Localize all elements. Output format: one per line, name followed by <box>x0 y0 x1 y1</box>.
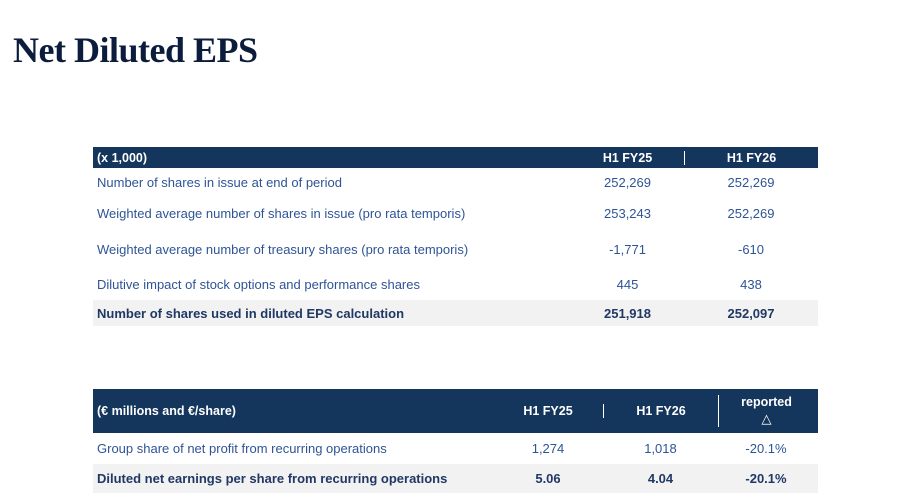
eps-table-header: (€ millions and €/share) H1 FY25 H1 FY26… <box>93 389 818 433</box>
row-value-h1fy26: 252,269 <box>727 205 775 221</box>
row-value-h1fy25: 252,269 <box>604 174 651 190</box>
row-label: Dilutive impact of stock options and per… <box>97 276 420 292</box>
table-total-row: Diluted net earnings per share from recu… <box>93 464 818 493</box>
shares-table: (x 1,000) H1 FY25 H1 FY26 Number of shar… <box>93 147 818 326</box>
row-value-h1fy25: -1,771 <box>609 241 646 257</box>
delta-triangle-icon: △ <box>761 410 772 426</box>
page-title: Net Diluted EPS <box>13 30 258 70</box>
row-value-h1fy25: 5.06 <box>535 471 561 486</box>
eps-table-col-h1fy26: H1 FY26 <box>603 404 718 418</box>
table-row: Weighted average number of treasury shar… <box>93 230 818 268</box>
row-value-h1fy26: -610 <box>737 241 765 257</box>
row-label: Group share of net profit from recurring… <box>97 441 387 456</box>
row-value-h1fy26: 4.04 <box>647 471 674 486</box>
shares-table-col-h1fy26: H1 FY26 <box>684 150 818 165</box>
table-row: Number of shares in issue at end of peri… <box>93 168 818 196</box>
eps-table: (€ millions and €/share) H1 FY25 H1 FY26… <box>93 389 818 493</box>
row-value-h1fy26: 438 <box>740 276 762 292</box>
table-row: Dilutive impact of stock options and per… <box>93 268 818 300</box>
row-value-delta: -20.1% <box>745 441 787 456</box>
table-total-row: Number of shares used in diluted EPS cal… <box>93 300 818 326</box>
row-value-h1fy25: 251,918 <box>604 305 651 321</box>
shares-table-header: (x 1,000) H1 FY25 H1 FY26 <box>93 147 818 168</box>
row-value-delta: -20.1% <box>745 471 787 486</box>
row-label: Weighted average number of treasury shar… <box>97 241 469 257</box>
eps-table-unit-label: (€ millions and €/share) <box>97 404 236 418</box>
shares-table-col-h1fy25: H1 FY25 <box>602 150 653 165</box>
eps-table-col-reported-delta: reported △ <box>718 395 814 427</box>
reported-label: reported <box>741 395 792 410</box>
row-label: Number of shares used in diluted EPS cal… <box>97 305 405 321</box>
table-row: Group share of net profit from recurring… <box>93 433 818 464</box>
row-value-h1fy26: 252,269 <box>727 174 775 190</box>
shares-table-unit-label: (x 1,000) <box>97 150 148 165</box>
row-value-h1fy25: 1,274 <box>531 441 565 456</box>
table-row: Weighted average number of shares in iss… <box>93 196 818 230</box>
row-label: Weighted average number of shares in iss… <box>97 205 466 221</box>
row-label: Number of shares in issue at end of peri… <box>97 174 342 190</box>
row-value-h1fy25: 445 <box>616 276 639 292</box>
row-value-h1fy26: 252,097 <box>727 305 775 321</box>
row-value-h1fy26: 1,018 <box>644 441 677 456</box>
row-value-h1fy25: 253,243 <box>604 205 651 221</box>
eps-table-col-h1fy25: H1 FY25 <box>523 404 573 418</box>
row-label: Diluted net earnings per share from recu… <box>97 471 448 486</box>
